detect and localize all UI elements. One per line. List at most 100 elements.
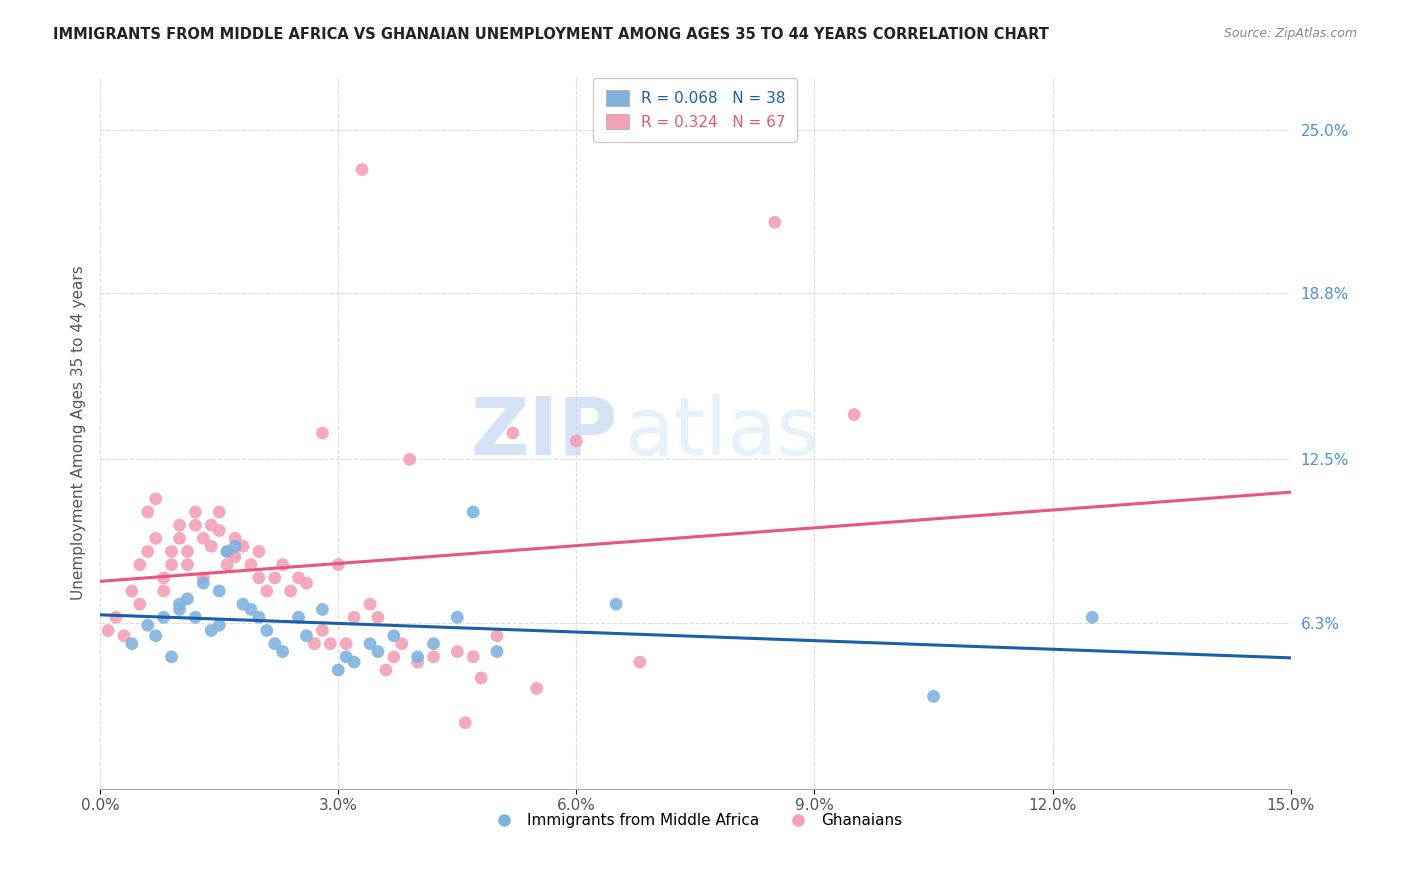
Legend: Immigrants from Middle Africa, Ghanaians: Immigrants from Middle Africa, Ghanaians xyxy=(484,807,908,834)
Point xyxy=(193,576,215,591)
Point xyxy=(247,571,270,585)
Point xyxy=(922,690,945,704)
Point xyxy=(136,544,159,558)
Point xyxy=(112,629,135,643)
Point xyxy=(526,681,548,696)
Point xyxy=(217,544,239,558)
Point xyxy=(121,637,143,651)
Point xyxy=(160,544,183,558)
Point xyxy=(280,584,302,599)
Text: atlas: atlas xyxy=(624,394,818,472)
Point xyxy=(224,549,246,564)
Text: IMMIGRANTS FROM MIDDLE AFRICA VS GHANAIAN UNEMPLOYMENT AMONG AGES 35 TO 44 YEARS: IMMIGRANTS FROM MIDDLE AFRICA VS GHANAIA… xyxy=(53,27,1049,42)
Point xyxy=(343,610,366,624)
Point xyxy=(239,602,262,616)
Point xyxy=(328,558,350,572)
Point xyxy=(160,649,183,664)
Point xyxy=(295,576,318,591)
Point xyxy=(184,518,207,533)
Point xyxy=(485,629,508,643)
Point xyxy=(208,505,231,519)
Point xyxy=(169,518,191,533)
Y-axis label: Unemployment Among Ages 35 to 44 years: Unemployment Among Ages 35 to 44 years xyxy=(72,266,86,600)
Point xyxy=(121,584,143,599)
Point xyxy=(605,597,627,611)
Point xyxy=(200,539,222,553)
Point xyxy=(208,524,231,538)
Point xyxy=(105,610,128,624)
Point xyxy=(335,637,357,651)
Point xyxy=(1081,610,1104,624)
Point xyxy=(295,629,318,643)
Point xyxy=(208,618,231,632)
Point xyxy=(128,597,150,611)
Point xyxy=(470,671,492,685)
Point xyxy=(763,215,786,229)
Point xyxy=(328,663,350,677)
Point xyxy=(304,637,326,651)
Point xyxy=(224,532,246,546)
Point xyxy=(176,544,198,558)
Point xyxy=(145,532,167,546)
Point xyxy=(263,571,285,585)
Point xyxy=(136,505,159,519)
Point xyxy=(422,649,444,664)
Point xyxy=(454,715,477,730)
Point xyxy=(382,629,405,643)
Point xyxy=(169,597,191,611)
Point xyxy=(152,584,174,599)
Point xyxy=(160,558,183,572)
Point xyxy=(193,571,215,585)
Point xyxy=(263,637,285,651)
Point xyxy=(367,610,389,624)
Text: ZIP: ZIP xyxy=(471,394,619,472)
Point xyxy=(422,637,444,651)
Point xyxy=(374,663,396,677)
Point xyxy=(145,491,167,506)
Point xyxy=(398,452,420,467)
Point xyxy=(239,558,262,572)
Point xyxy=(502,425,524,440)
Point xyxy=(136,618,159,632)
Point xyxy=(152,571,174,585)
Point xyxy=(256,624,278,638)
Point xyxy=(359,637,381,651)
Point xyxy=(184,610,207,624)
Point xyxy=(271,644,294,658)
Point xyxy=(463,649,485,664)
Point xyxy=(287,610,309,624)
Point xyxy=(319,637,342,651)
Point xyxy=(97,624,120,638)
Point xyxy=(256,584,278,599)
Point xyxy=(359,597,381,611)
Point xyxy=(311,425,333,440)
Point xyxy=(208,584,231,599)
Point xyxy=(224,539,246,553)
Point xyxy=(463,505,485,519)
Point xyxy=(391,637,413,651)
Point xyxy=(176,591,198,606)
Point xyxy=(247,544,270,558)
Point xyxy=(200,518,222,533)
Point xyxy=(217,544,239,558)
Point xyxy=(628,655,651,669)
Point xyxy=(343,655,366,669)
Point xyxy=(184,505,207,519)
Point xyxy=(311,602,333,616)
Point xyxy=(128,558,150,572)
Point xyxy=(367,644,389,658)
Point xyxy=(176,558,198,572)
Point xyxy=(200,624,222,638)
Point xyxy=(232,539,254,553)
Point xyxy=(169,602,191,616)
Point xyxy=(217,558,239,572)
Point xyxy=(287,571,309,585)
Point xyxy=(446,610,468,624)
Point xyxy=(485,644,508,658)
Point xyxy=(247,610,270,624)
Point xyxy=(446,644,468,658)
Point xyxy=(406,655,429,669)
Point xyxy=(145,629,167,643)
Point xyxy=(406,649,429,664)
Text: Source: ZipAtlas.com: Source: ZipAtlas.com xyxy=(1223,27,1357,40)
